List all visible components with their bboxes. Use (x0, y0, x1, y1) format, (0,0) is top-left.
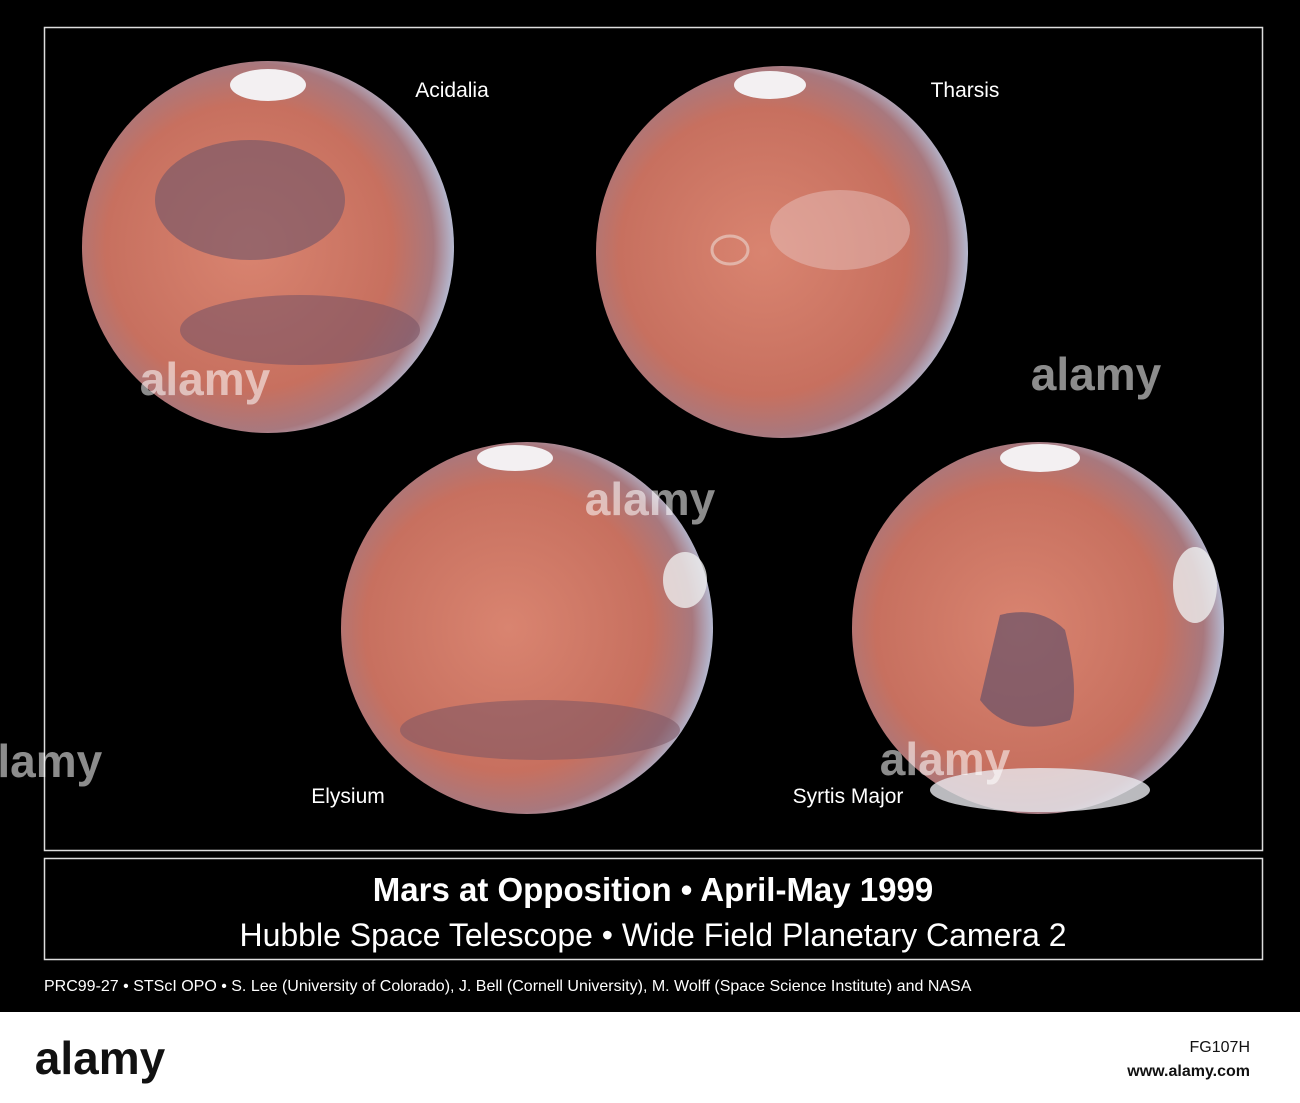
footer-bar (0, 1012, 1300, 1103)
poster-title: Mars at Opposition • April-May 1999 (373, 871, 933, 908)
planet (82, 61, 454, 433)
region-label: Acidalia (415, 79, 489, 102)
poster-subtitle: Hubble Space Telescope • Wide Field Plan… (239, 917, 1066, 953)
region-label: Tharsis (931, 79, 1000, 102)
watermark: alamy (585, 473, 716, 525)
watermark: alamy (0, 735, 103, 787)
planet (341, 442, 713, 814)
watermark: alamy (1031, 348, 1162, 400)
title-frame (43, 857, 1264, 961)
watermark: alamy (140, 353, 271, 405)
region-label: Elysium (311, 785, 385, 808)
watermark: alamy (880, 733, 1011, 785)
image-frame (43, 26, 1264, 852)
planet (596, 66, 968, 438)
region-label: Syrtis Major (793, 785, 904, 808)
site-url: www.alamy.com (1126, 1063, 1250, 1080)
planet (852, 442, 1224, 814)
alamy-logo: alamy (35, 1032, 166, 1084)
image-id: FG107H (1190, 1039, 1250, 1056)
credit: PRC99-27 • STScI OPO • S. Lee (Universit… (44, 978, 972, 995)
